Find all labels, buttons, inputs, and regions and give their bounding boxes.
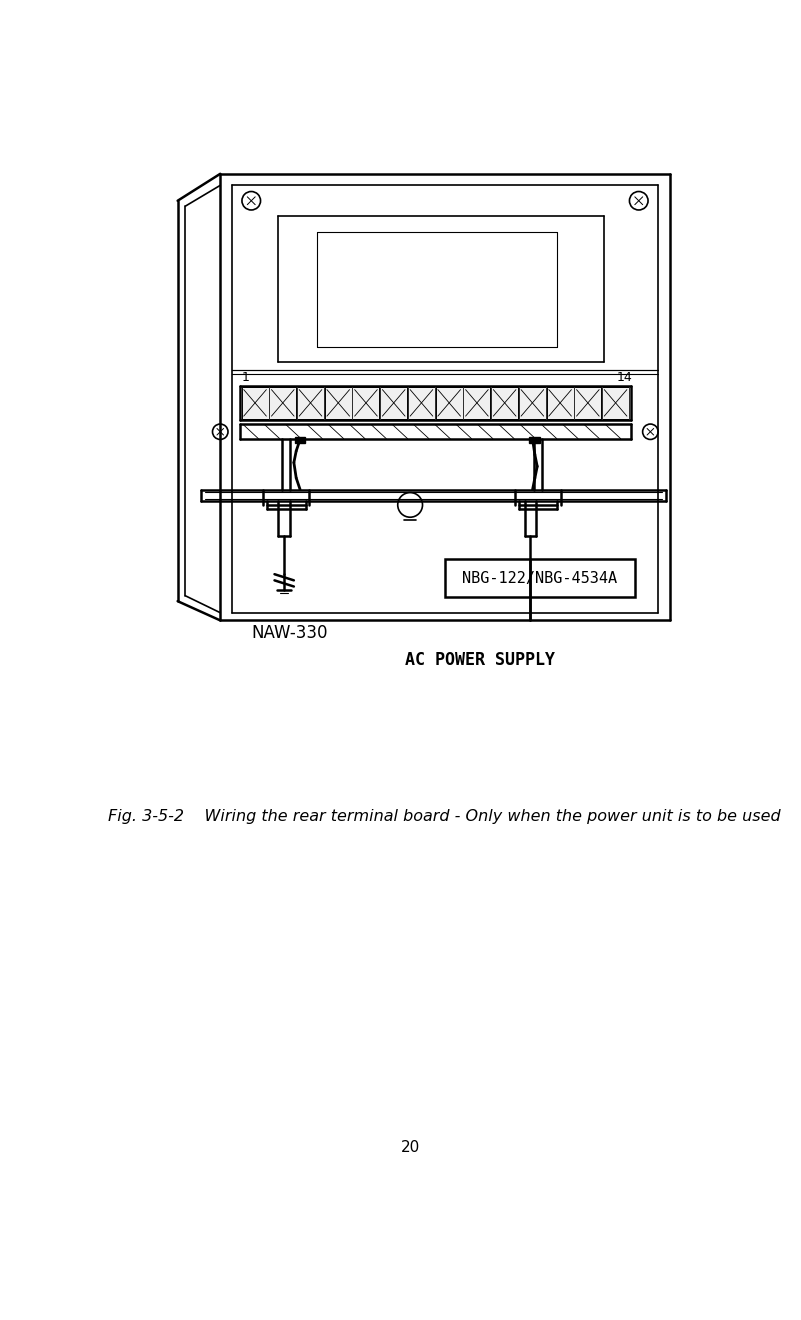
Bar [602,387,629,418]
Bar [380,387,407,418]
Bar [296,437,304,444]
Bar [324,387,352,418]
Bar [464,387,490,418]
Text: AC POWER SUPPLY: AC POWER SUPPLY [405,651,555,669]
Bar [491,387,518,418]
Bar [445,558,635,598]
Bar [352,387,380,418]
Bar [242,387,268,418]
Text: 1: 1 [241,371,249,384]
Bar [529,437,541,444]
Bar [297,387,324,418]
Text: NBG-122/NBG-4534A: NBG-122/NBG-4534A [462,570,618,586]
Text: 14: 14 [617,371,633,384]
Text: Fig. 3-5-2    Wiring the rear terminal board - Only when the power unit is to be: Fig. 3-5-2 Wiring the rear terminal boar… [108,809,780,824]
Text: 20: 20 [400,1140,420,1155]
Bar [546,387,574,418]
Bar [408,387,435,418]
Bar [519,387,545,418]
Text: NAW-330: NAW-330 [252,624,328,643]
Bar [574,387,602,418]
Bar [269,387,296,418]
Bar [436,387,463,418]
